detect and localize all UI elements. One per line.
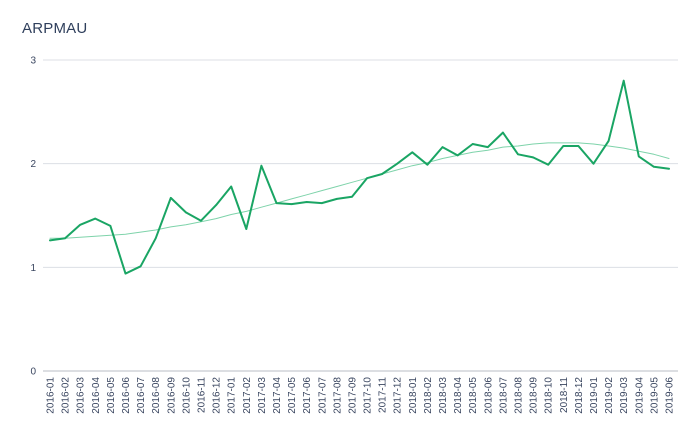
data-point xyxy=(456,154,459,157)
x-tick-label: 2017-04 xyxy=(272,377,283,414)
y-tick-label: 0 xyxy=(30,367,36,378)
x-tick-label: 2018-04 xyxy=(453,377,464,414)
x-tick-label: 2018-02 xyxy=(423,377,434,414)
x-tick-label: 2017-11 xyxy=(378,377,389,413)
x-tick-label: 2017-05 xyxy=(287,377,298,414)
x-tick-label: 2017-09 xyxy=(347,377,358,414)
data-point xyxy=(668,168,670,170)
x-tick-label: 2019-05 xyxy=(649,377,660,414)
x-tick-label: 2016-06 xyxy=(121,377,132,414)
x-tick-label: 2018-10 xyxy=(544,377,555,414)
data-point xyxy=(185,211,187,214)
x-tick-label: 2018-05 xyxy=(468,377,479,414)
y-tick-label: 2 xyxy=(30,159,36,170)
x-tick-label: 2018-08 xyxy=(514,377,525,414)
data-point xyxy=(471,143,474,145)
data-point xyxy=(336,198,338,200)
x-tick-label: 2016-01 xyxy=(46,377,57,414)
x-tick-label: 2016-08 xyxy=(151,377,162,414)
data-point xyxy=(305,201,308,203)
data-point xyxy=(502,131,504,134)
data-point xyxy=(411,151,414,154)
x-tick-label: 2016-11 xyxy=(196,377,207,413)
x-tick-label: 2016-12 xyxy=(212,377,223,414)
trendline xyxy=(49,142,670,239)
data-point xyxy=(109,225,112,227)
x-tick-label: 2019-06 xyxy=(665,377,676,414)
x-tick-label: 2017-03 xyxy=(257,377,268,414)
x-tick-label: 2018-07 xyxy=(498,377,509,414)
data-point xyxy=(547,163,550,166)
data-point xyxy=(245,228,248,230)
x-tick-label: 2016-05 xyxy=(106,377,117,414)
data-point xyxy=(577,145,580,147)
data-point xyxy=(622,79,625,82)
data-point xyxy=(638,155,640,158)
x-tick-label: 2017-06 xyxy=(302,377,313,414)
data-point xyxy=(607,140,610,142)
data-point xyxy=(441,146,444,148)
data-point xyxy=(532,156,534,159)
data-point xyxy=(200,219,202,222)
data-point xyxy=(139,265,142,268)
x-tick-label: 2018-12 xyxy=(574,377,585,414)
data-point xyxy=(230,185,232,188)
data-point xyxy=(381,173,383,175)
data-point xyxy=(517,153,519,156)
x-tick-label: 2019-02 xyxy=(604,377,615,414)
x-tick-label: 2016-10 xyxy=(181,377,192,414)
data-point xyxy=(260,164,263,167)
data-point xyxy=(94,217,97,220)
x-tick-label: 2018-01 xyxy=(408,377,419,414)
data-point xyxy=(366,177,368,179)
data-point xyxy=(487,146,489,148)
data-point xyxy=(79,224,81,226)
y-tick-label: 3 xyxy=(30,56,36,67)
data-point xyxy=(592,162,595,165)
x-tick-label: 2019-03 xyxy=(619,377,630,414)
x-tick-label: 2016-09 xyxy=(166,377,177,414)
x-tick-label: 2017-01 xyxy=(227,377,238,414)
data-point xyxy=(653,165,655,168)
x-tick-label: 2016-03 xyxy=(76,377,87,414)
data-point xyxy=(320,202,323,204)
data-point xyxy=(49,239,51,242)
chart-title: ARPMAU xyxy=(22,20,88,37)
x-tick-label: 2018-11 xyxy=(559,377,570,413)
data-point xyxy=(124,272,127,275)
x-tick-label: 2016-02 xyxy=(61,377,72,414)
data-point xyxy=(169,197,172,199)
data-point xyxy=(396,162,399,165)
data-point xyxy=(290,203,293,205)
series-line xyxy=(49,79,670,275)
data-point xyxy=(64,237,66,240)
x-tick-label: 2017-02 xyxy=(242,377,253,414)
x-tick-label: 2017-10 xyxy=(363,377,374,414)
x-tick-label: 2017-07 xyxy=(317,377,328,414)
x-tick-label: 2018-06 xyxy=(483,377,494,414)
x-tick-label: 2017-08 xyxy=(332,377,343,414)
y-tick-label: 1 xyxy=(30,263,36,274)
x-tick-label: 2016-04 xyxy=(91,377,102,414)
x-tick-label: 2017-12 xyxy=(393,377,404,414)
x-tick-label: 2019-01 xyxy=(589,377,600,414)
data-point xyxy=(426,163,429,166)
data-point xyxy=(351,196,353,198)
data-point xyxy=(562,145,565,147)
x-tick-label: 2018-03 xyxy=(438,377,449,414)
x-tick-label: 2016-07 xyxy=(136,377,147,414)
x-tick-label: 2018-09 xyxy=(529,377,540,414)
data-point xyxy=(275,202,278,204)
data-point xyxy=(154,237,157,240)
x-tick-label: 2019-04 xyxy=(634,377,645,414)
data-point xyxy=(215,204,217,206)
